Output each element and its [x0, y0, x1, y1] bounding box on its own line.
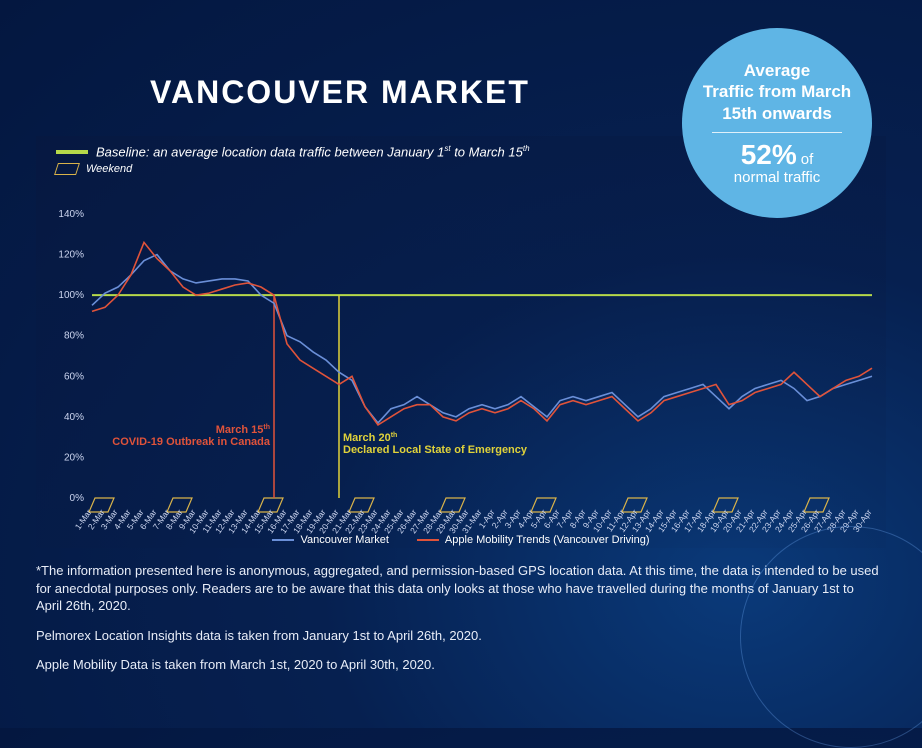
y-tick-label: 80% — [64, 331, 84, 342]
legend-swatch — [417, 539, 439, 541]
legend-label: Vancouver Market — [300, 534, 388, 546]
legend-bottom: Vancouver Market Apple Mobility Trends (V… — [36, 534, 886, 546]
y-tick-label: 120% — [58, 250, 84, 261]
y-tick-label: 40% — [64, 412, 84, 423]
footnote-2: Pelmorex Location Insights data is taken… — [36, 627, 882, 645]
footnote-3: Apple Mobility Data is taken from March … — [36, 656, 882, 674]
y-tick-label: 0% — [70, 493, 85, 504]
y-tick-label: 20% — [64, 452, 84, 463]
legend-swatch — [272, 539, 294, 541]
y-tick-label: 60% — [64, 371, 84, 382]
y-tick-label: 100% — [58, 290, 84, 301]
legend-label: Apple Mobility Trends (Vancouver Driving… — [445, 534, 650, 546]
badge-line2: Traffic from March — [703, 81, 851, 102]
series-line — [92, 255, 872, 423]
summary-badge: Average Traffic from March 15th onwards … — [682, 28, 872, 218]
badge-percent-row: 52%of — [741, 139, 814, 171]
event-label: March 15thCOVID-19 Outbreak in Canada — [112, 424, 271, 448]
badge-line1: Average — [744, 60, 810, 81]
badge-pct-suffix: of — [801, 151, 814, 168]
badge-sub: normal traffic — [734, 169, 820, 186]
page-title: VANCOUVER MARKET — [150, 74, 530, 111]
badge-line3: 15th onwards — [722, 103, 832, 124]
series-line — [92, 242, 872, 425]
badge-divider — [712, 132, 842, 133]
legend-item: Apple Mobility Trends (Vancouver Driving… — [417, 534, 650, 546]
event-label: March 20thDeclared Local State of Emerge… — [343, 432, 528, 456]
y-tick-label: 140% — [58, 209, 84, 220]
footnote-1: *The information presented here is anony… — [36, 562, 882, 615]
badge-percent: 52% — [741, 139, 797, 170]
footnotes: *The information presented here is anony… — [36, 562, 882, 686]
legend-item: Vancouver Market — [272, 534, 388, 546]
